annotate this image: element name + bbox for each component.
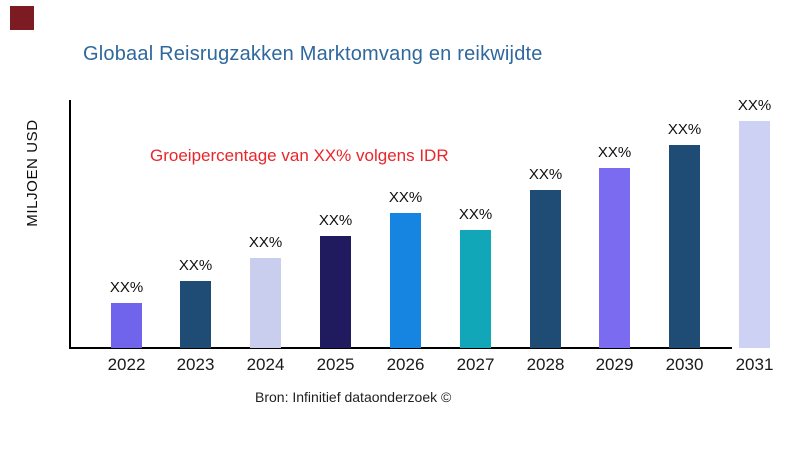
bar-2029 <box>599 168 630 348</box>
x-tick-2030: 2030 <box>665 355 704 374</box>
bar-2022 <box>111 303 142 348</box>
x-tick-2025: 2025 <box>316 355 355 374</box>
y-axis-label: MILJOEN USD <box>24 119 41 227</box>
bar-value-2026: XX% <box>388 189 423 206</box>
bar-value-2027: XX% <box>458 206 493 223</box>
growth-annotation: Groeipercentage van XX% volgens IDR <box>150 146 449 165</box>
bar-value-2022: XX% <box>109 279 144 296</box>
bar-value-2025: XX% <box>318 212 353 229</box>
x-tick-2028: 2028 <box>526 355 565 374</box>
bar-value-2029: XX% <box>597 144 632 161</box>
x-tick-2022: 2022 <box>107 355 146 374</box>
source-note: Bron: Infinitief dataonderzoek © <box>255 389 452 405</box>
x-tick-2023: 2023 <box>176 355 215 374</box>
y-axis-line <box>69 100 71 349</box>
x-tick-2027: 2027 <box>456 355 495 374</box>
bar-value-2023: XX% <box>178 257 213 274</box>
x-tick-2031: 2031 <box>735 355 774 374</box>
bar-2028 <box>530 190 561 348</box>
bar-2025 <box>320 236 351 348</box>
bar-2030 <box>669 145 700 348</box>
chart-title: Globaal Reisrugzakken Marktomvang en rei… <box>83 43 543 65</box>
bar-2027 <box>460 230 491 348</box>
bar-value-2030: XX% <box>667 121 702 138</box>
x-tick-2029: 2029 <box>595 355 634 374</box>
x-axis-line <box>69 347 732 349</box>
bar-2026 <box>390 213 421 348</box>
bar-2023 <box>180 281 211 348</box>
bar-value-2031: XX% <box>737 97 772 114</box>
x-tick-2026: 2026 <box>386 355 425 374</box>
brand-mark <box>10 6 34 30</box>
bar-2031 <box>739 121 770 348</box>
bar-value-2028: XX% <box>528 166 563 183</box>
bar-value-2024: XX% <box>248 234 283 251</box>
x-tick-2024: 2024 <box>246 355 285 374</box>
bar-2024 <box>250 258 281 348</box>
